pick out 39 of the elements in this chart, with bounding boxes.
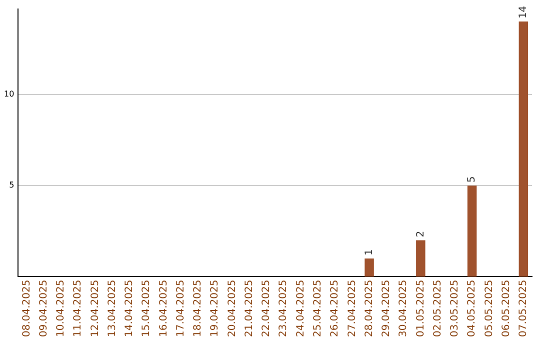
x-tick-label: 29.04.2025 <box>381 280 392 338</box>
x-tick-label: 06.05.2025 <box>500 280 512 338</box>
x-tick-label: 27.04.2025 <box>346 280 358 338</box>
x-tick-label: 10.04.2025 <box>56 280 67 338</box>
x-tick-label: 01.05.2025 <box>415 280 426 338</box>
x-tick-label: 19.04.2025 <box>210 280 221 338</box>
data-label: 14 <box>518 6 530 19</box>
x-tick-label: 18.04.2025 <box>192 280 204 338</box>
x-tick-label: 15.04.2025 <box>141 280 152 338</box>
data-label: 1 <box>364 249 375 256</box>
x-tick-label: 25.04.2025 <box>312 280 324 338</box>
x-tick-label: 08.04.2025 <box>21 280 32 338</box>
bar <box>518 22 528 277</box>
x-tick-label: 09.04.2025 <box>38 280 50 338</box>
x-tick-label: 17.04.2025 <box>175 280 186 338</box>
x-tick-label: 04.05.2025 <box>466 280 478 338</box>
x-tick-label: 14.04.2025 <box>124 280 136 338</box>
data-label: 5 <box>466 176 478 183</box>
x-tick-label: 16.04.2025 <box>158 280 170 338</box>
x-tick-label: 11.04.2025 <box>72 280 84 338</box>
x-tick-label: 13.04.2025 <box>106 280 118 338</box>
data-label: 2 <box>415 230 426 238</box>
x-tick-label: 23.04.2025 <box>278 280 290 338</box>
x-tick-label: 21.04.2025 <box>244 280 255 338</box>
bar <box>467 186 477 277</box>
x-tick-label: 07.05.2025 <box>518 280 530 338</box>
x-tick-label: 12.04.2025 <box>90 280 101 338</box>
x-tick-label: 05.05.2025 <box>484 280 495 338</box>
x-tick-label: 24.04.2025 <box>295 280 306 338</box>
x-tick-label: 02.05.2025 <box>432 280 444 338</box>
bar <box>364 258 374 277</box>
x-tick-label: 30.04.2025 <box>398 280 410 338</box>
x-tick-label: 26.04.2025 <box>330 280 341 338</box>
x-tick-label: 20.04.2025 <box>226 280 238 338</box>
x-tick-label: 03.05.2025 <box>450 280 461 338</box>
y-tick-label: 10 <box>4 90 14 99</box>
x-tick-label: 22.04.2025 <box>261 280 272 338</box>
x-tick-label: 28.04.2025 <box>364 280 375 338</box>
bar <box>416 240 426 277</box>
